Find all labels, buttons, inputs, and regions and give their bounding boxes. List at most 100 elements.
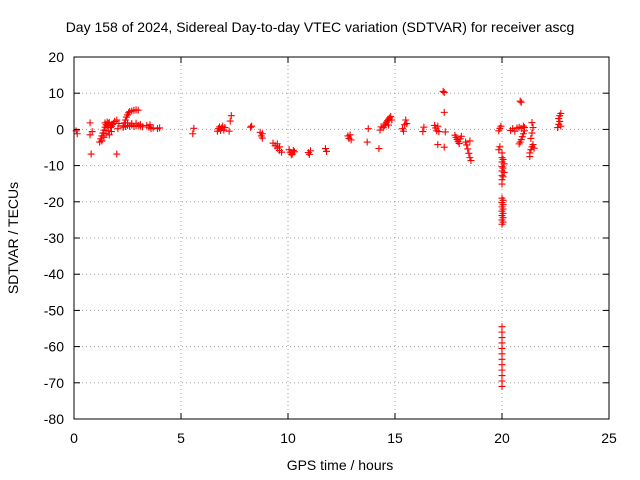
data-point <box>440 143 448 151</box>
data-point <box>346 131 354 139</box>
data-points <box>72 87 565 390</box>
data-point <box>462 138 470 146</box>
data-point <box>457 132 465 140</box>
data-point <box>258 130 266 138</box>
x-tick-label: 15 <box>387 430 403 446</box>
x-tick-label: 10 <box>280 430 296 446</box>
data-point <box>440 108 448 116</box>
y-tick-label: -50 <box>44 302 64 318</box>
data-point <box>463 141 471 149</box>
data-point <box>497 122 505 130</box>
data-point <box>434 141 442 149</box>
axis-ticks <box>73 56 610 420</box>
x-tick-label: 20 <box>494 430 510 446</box>
data-point <box>221 124 229 132</box>
data-point <box>495 146 503 154</box>
y-tick-label: -20 <box>44 194 64 210</box>
data-point <box>227 112 235 120</box>
y-tick-label: -40 <box>44 266 64 282</box>
data-point <box>98 137 106 145</box>
x-tick-label: 5 <box>177 430 185 446</box>
data-point <box>466 137 474 145</box>
data-point <box>402 116 410 124</box>
data-point <box>420 123 428 131</box>
data-point <box>499 164 507 172</box>
data-point <box>518 133 526 141</box>
data-point <box>100 126 108 134</box>
data-point <box>555 115 563 123</box>
data-point <box>136 120 144 128</box>
data-point <box>520 127 528 135</box>
data-point <box>499 173 507 181</box>
data-point <box>465 149 473 157</box>
data-point <box>498 382 506 390</box>
data-point <box>289 146 297 154</box>
data-point <box>275 143 283 151</box>
data-point <box>100 133 108 141</box>
data-point <box>557 109 565 117</box>
y-axis-label: SDTVAR / TECUs <box>5 182 21 294</box>
data-point <box>496 143 504 151</box>
data-point <box>440 88 448 96</box>
data-point <box>226 117 234 125</box>
data-point <box>134 106 142 114</box>
data-point <box>467 157 475 165</box>
y-tick-label: -70 <box>44 375 64 391</box>
data-point <box>527 134 535 142</box>
data-point <box>87 150 95 158</box>
data-point <box>73 130 81 138</box>
data-point <box>156 124 164 132</box>
y-tick-label: 20 <box>48 49 64 65</box>
data-point <box>455 140 463 148</box>
data-point <box>113 150 121 158</box>
data-point <box>247 123 255 131</box>
data-point <box>363 138 371 146</box>
data-point <box>527 146 535 154</box>
chart-title: Day 158 of 2024, Sidereal Day-to-day VTE… <box>66 19 575 35</box>
data-point <box>385 121 393 129</box>
y-tick-label: -80 <box>44 411 64 427</box>
data-point <box>530 144 538 152</box>
data-point <box>113 116 121 124</box>
data-point <box>529 124 537 132</box>
data-point <box>557 122 565 130</box>
data-point <box>290 148 298 156</box>
data-point <box>434 122 442 130</box>
data-point <box>375 145 383 153</box>
y-tick-label: 10 <box>48 85 64 101</box>
y-tick-label: 0 <box>56 121 64 137</box>
data-point <box>554 124 562 132</box>
y-tick-labels: 20 10 0 -10 -20 -30 -40 -50 -60 -70 -80 <box>44 49 64 427</box>
data-point <box>519 130 527 138</box>
data-point <box>105 119 113 127</box>
data-point <box>529 141 537 149</box>
data-point <box>278 148 286 156</box>
data-point <box>419 128 427 136</box>
data-point <box>306 147 314 155</box>
data-point <box>347 136 355 144</box>
data-point <box>86 119 94 127</box>
data-point <box>99 129 107 137</box>
data-point <box>387 112 395 120</box>
data-point <box>190 124 198 132</box>
data-point <box>225 127 233 135</box>
data-point <box>498 180 506 188</box>
x-tick-label: 25 <box>601 430 617 446</box>
data-point <box>528 129 536 137</box>
y-tick-label: -10 <box>44 158 64 174</box>
x-axis-label: GPS time / hours <box>287 457 394 473</box>
data-point <box>500 168 508 176</box>
data-point <box>516 97 524 105</box>
data-point <box>189 130 197 138</box>
data-point <box>149 124 157 132</box>
data-point <box>439 87 447 95</box>
data-point <box>464 145 472 153</box>
grid-lines <box>74 57 609 419</box>
data-point <box>248 122 256 130</box>
data-point <box>321 145 329 153</box>
data-point <box>107 128 115 136</box>
data-point <box>132 119 140 127</box>
data-point <box>519 122 527 130</box>
data-point <box>124 119 131 127</box>
